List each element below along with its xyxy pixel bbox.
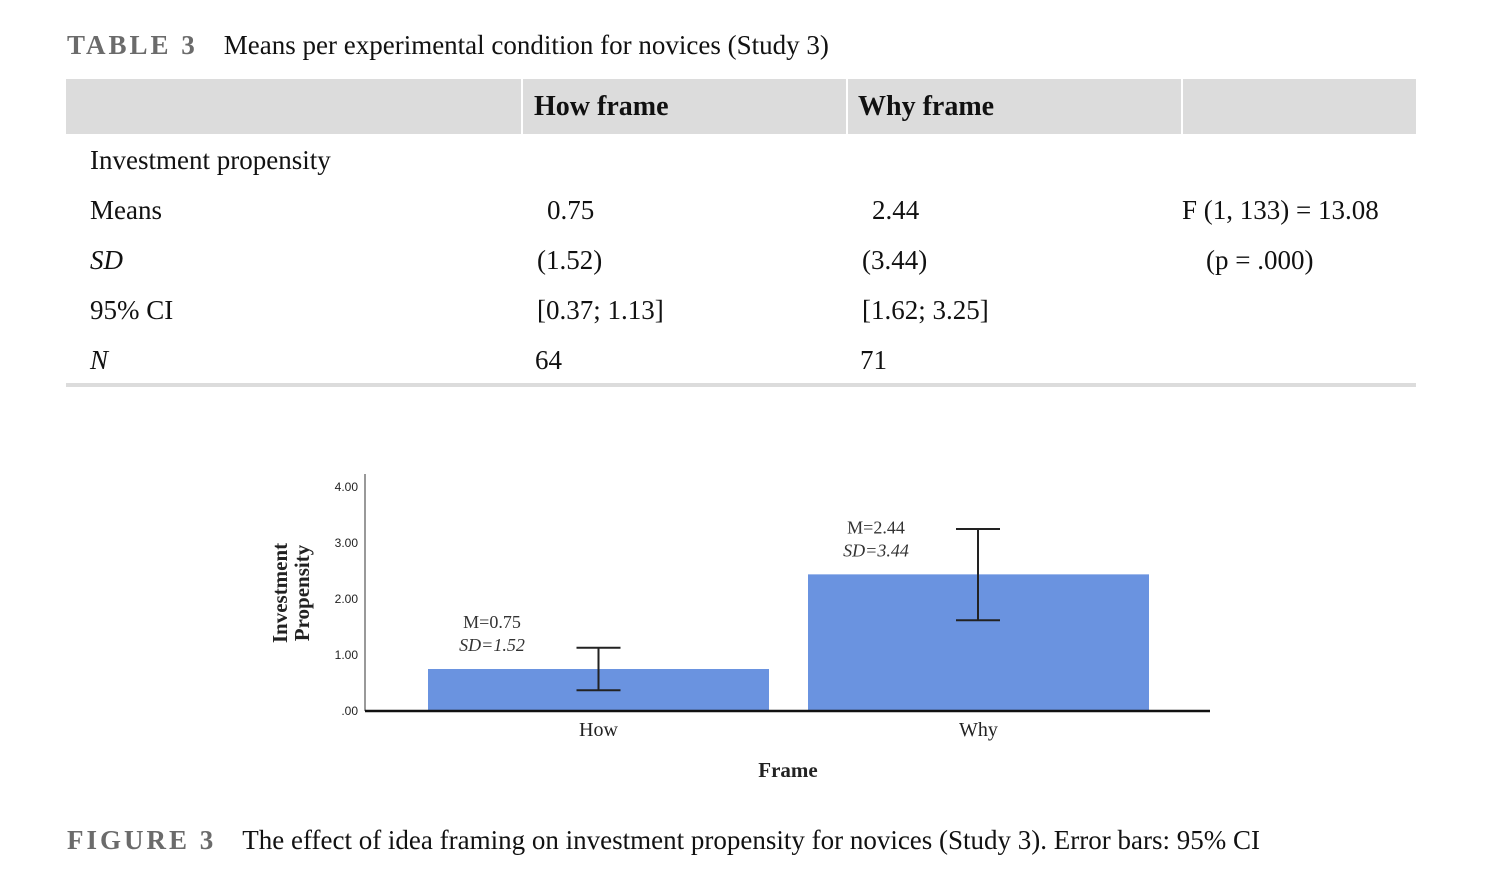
header-why-frame: Why frame [858, 91, 995, 122]
how-ci: [0.37; 1.13] [537, 295, 664, 325]
annotation-sd: SD=3.44 [843, 540, 909, 560]
header-separator [1181, 79, 1183, 134]
section-label: Investment propensity [90, 145, 331, 175]
y-axis-title-line2: Propensity [290, 544, 314, 641]
x-tick-label: Why [959, 719, 998, 741]
y-tick-label: .00 [341, 704, 358, 718]
how-means: 0.75 [547, 195, 595, 225]
y-tick-label: 3.00 [335, 536, 359, 550]
f-statistic: F (1, 133) = 13.08 [1182, 195, 1379, 225]
why-sd: (3.44) [862, 245, 928, 275]
y-axis-title-line1: Investment [268, 543, 292, 643]
annotation-mean: M=0.75 [463, 612, 521, 632]
how-n: 64 [535, 345, 562, 375]
annotation-sd: SD=1.52 [459, 635, 525, 655]
table-label: TABLE 3 [67, 30, 198, 60]
figure-caption-text: The effect of idea framing on investment… [242, 825, 1260, 855]
row-label-sd: SD [90, 245, 123, 275]
header-separator [521, 79, 523, 134]
x-tick-label: How [579, 719, 618, 741]
why-means: 2.44 [872, 195, 920, 225]
row-label-n: N [90, 345, 109, 375]
header-separator [846, 79, 848, 134]
table-bottom-rule [66, 383, 1416, 387]
p-value: (p = .000) [1206, 245, 1314, 275]
why-n: 71 [860, 345, 887, 375]
figure-label: FIGURE 3 [67, 825, 217, 855]
y-tick-label: 1.00 [335, 648, 359, 662]
how-sd: (1.52) [537, 245, 603, 275]
table-caption: TABLE 3 Means per experimental condition … [67, 30, 829, 61]
table-header-row: How frame Why frame [66, 79, 1416, 134]
why-ci: [1.62; 3.25] [862, 295, 989, 325]
header-how-frame: How frame [534, 91, 669, 122]
y-tick-label: 4.00 [335, 480, 359, 494]
annotation-mean: M=2.44 [847, 517, 905, 537]
figure-caption: FIGURE 3 The effect of idea framing on in… [67, 825, 1260, 856]
y-tick-label: 2.00 [335, 592, 359, 606]
row-label-ci: 95% CI [90, 295, 174, 325]
table-caption-text: Means per experimental condition for nov… [223, 30, 829, 60]
x-axis-title: Frame [758, 758, 817, 782]
row-label-means: Means [90, 195, 162, 225]
